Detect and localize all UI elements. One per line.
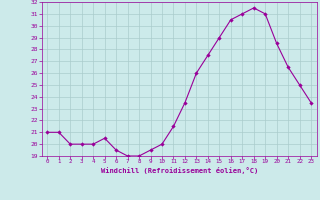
X-axis label: Windchill (Refroidissement éolien,°C): Windchill (Refroidissement éolien,°C) bbox=[100, 167, 258, 174]
